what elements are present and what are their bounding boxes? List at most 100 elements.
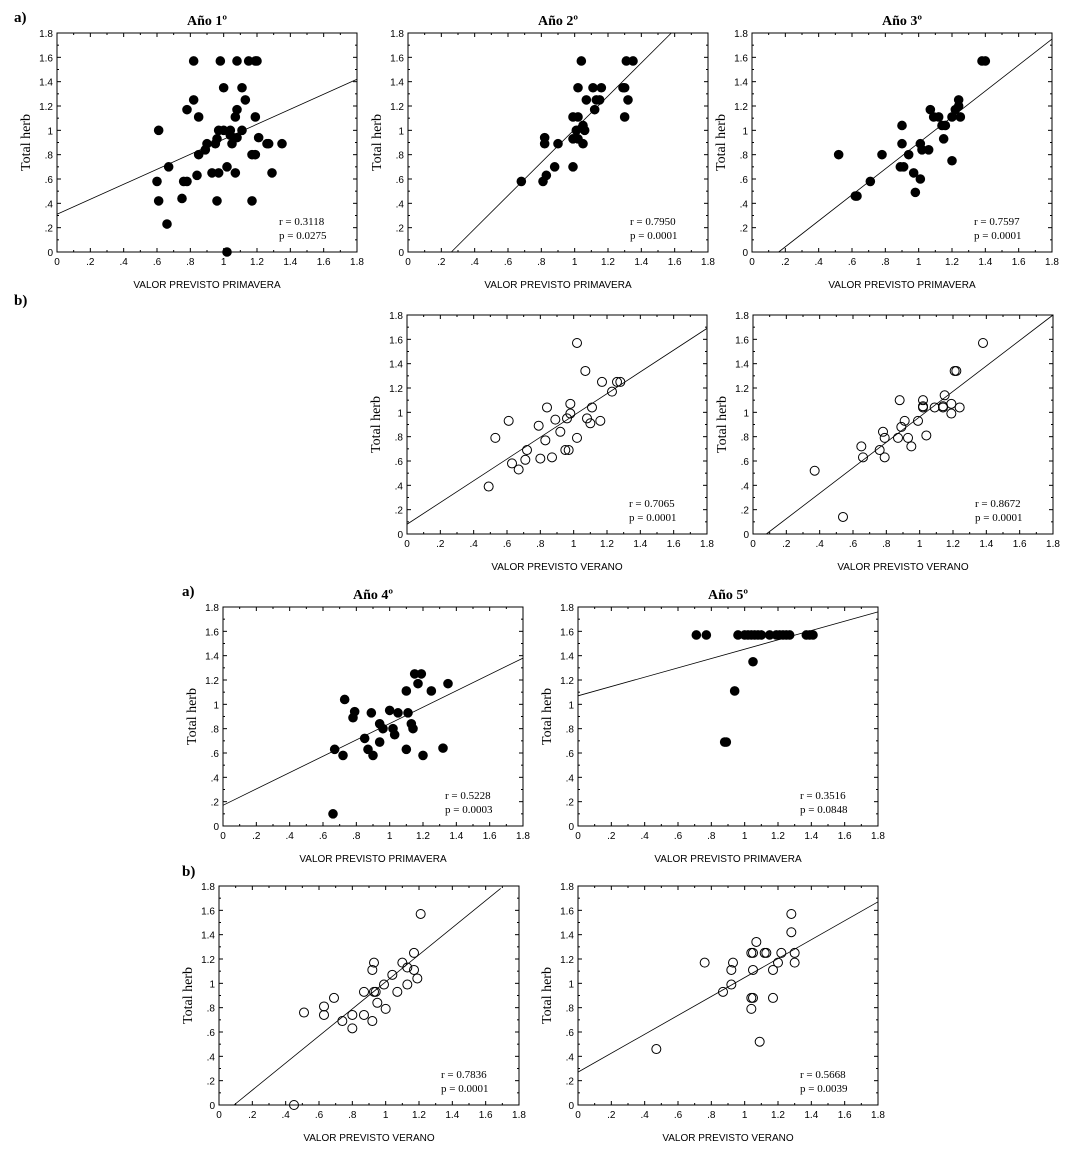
y-tick-label: 1 xyxy=(397,408,403,419)
y-tick-label: 1.8 xyxy=(39,29,53,40)
x-tick-label: .8 xyxy=(882,539,891,550)
data-point xyxy=(213,168,224,178)
x-tick-label: .8 xyxy=(707,831,716,842)
data-point xyxy=(403,708,413,718)
data-point xyxy=(915,174,926,184)
x-tick-label: .2 xyxy=(782,539,791,550)
x-tick-label: 1 xyxy=(221,257,227,268)
panel-label-b-top: b) xyxy=(14,293,27,309)
x-tick-label: 1 xyxy=(383,1110,389,1121)
data-point xyxy=(748,656,758,667)
y-axis-title: Total herb xyxy=(181,967,196,1024)
data-point xyxy=(153,196,164,206)
y-tick-label: 0 xyxy=(209,1101,215,1112)
x-axis-title: VALOR PREVISTO VERANO xyxy=(837,562,969,573)
data-point xyxy=(947,112,957,122)
data-point xyxy=(507,458,517,469)
scatter-chart-1: 00 .2 .2 .4 .4 .6 .6 .8 .8 1 1 1.2 1.2 1.4 1.4 1.6 1.6 1.… xyxy=(19,14,364,291)
data-point xyxy=(619,112,630,122)
data-point xyxy=(906,441,917,452)
y-tick-label: .8 xyxy=(566,725,575,736)
data-point xyxy=(215,56,226,66)
y-tick-label: 1.8 xyxy=(389,311,403,322)
data-point xyxy=(751,936,762,947)
r-value: r = 0.7597 xyxy=(974,216,1020,228)
x-tick-label: 1.6 xyxy=(483,831,497,842)
y-tick-label: .4 xyxy=(396,199,405,210)
data-point xyxy=(565,398,576,409)
y-tick-label: 1.6 xyxy=(205,627,219,638)
data-point xyxy=(980,56,991,66)
x-tick-label: 1.8 xyxy=(701,257,715,268)
data-point xyxy=(579,125,590,136)
x-tick-label: 1.6 xyxy=(667,539,681,550)
data-point xyxy=(809,465,820,476)
data-point xyxy=(250,149,261,160)
chart-title: Año 4º xyxy=(353,588,393,603)
data-point xyxy=(607,386,617,397)
data-point xyxy=(565,408,576,419)
y-tick-label: 1.2 xyxy=(389,384,403,395)
y-tick-label: .8 xyxy=(566,1004,575,1015)
data-point xyxy=(582,413,592,424)
y-tick-label: 0 xyxy=(568,1101,574,1112)
data-point xyxy=(918,401,928,412)
data-point xyxy=(808,630,818,640)
data-point xyxy=(513,464,524,475)
x-tick-label: 1.4 xyxy=(633,539,647,550)
y-tick-label: .4 xyxy=(207,1052,216,1063)
y-tick-label: 1 xyxy=(398,126,404,137)
data-point xyxy=(786,908,797,919)
y-tick-label: .2 xyxy=(566,798,575,809)
p-value: p = 0.0001 xyxy=(629,512,676,524)
x-tick-label: .6 xyxy=(849,539,858,550)
x-tick-label: 1.4 xyxy=(979,539,993,550)
x-tick-label: 1.8 xyxy=(350,257,364,268)
x-tick-label: .2 xyxy=(437,257,446,268)
r-value: r = 0.5668 xyxy=(800,1069,846,1081)
data-point xyxy=(746,1003,757,1014)
y-tick-label: 0 xyxy=(568,822,574,833)
y-tick-label: 0 xyxy=(47,248,53,259)
x-tick-label: 1.4 xyxy=(634,257,648,268)
y-tick-label: 1.2 xyxy=(560,676,574,687)
data-point xyxy=(563,445,574,456)
y-tick-label: .6 xyxy=(566,1028,575,1039)
y-tick-label: 0 xyxy=(742,248,748,259)
data-point xyxy=(555,426,566,437)
x-tick-label: .6 xyxy=(848,257,857,268)
scatter-chart-8: 00 .2 .2 .4 .4 .6 .6 .8 .8 1 1 1.2 1.2 1.4 1.4 1.6 1.6 1.… xyxy=(181,882,526,1144)
y-axis-title: Total herb xyxy=(715,396,730,453)
data-point xyxy=(541,170,552,181)
data-point xyxy=(581,95,592,105)
data-point xyxy=(776,947,787,958)
data-point xyxy=(366,708,377,718)
x-tick-label: 1.4 xyxy=(978,257,992,268)
data-point xyxy=(503,415,514,426)
data-point xyxy=(877,149,887,160)
data-point xyxy=(380,1003,391,1014)
data-point xyxy=(319,1001,329,1012)
x-tick-label: .4 xyxy=(815,539,824,550)
data-point xyxy=(838,511,848,522)
chart-title: Año 1º xyxy=(187,14,227,29)
data-point xyxy=(210,138,221,149)
p-value: p = 0.0001 xyxy=(441,1083,488,1095)
data-point xyxy=(222,247,232,257)
data-point xyxy=(374,737,385,747)
data-point xyxy=(401,744,412,755)
data-point xyxy=(222,162,232,172)
data-point xyxy=(951,365,962,376)
regression-line xyxy=(222,657,524,806)
data-point xyxy=(879,452,890,463)
data-point xyxy=(367,1016,378,1027)
data-point xyxy=(232,132,242,143)
x-tick-label: 1 xyxy=(916,257,922,268)
x-tick-label: 1.2 xyxy=(250,257,264,268)
y-tick-label: 1.8 xyxy=(201,882,215,893)
y-tick-label: 1 xyxy=(568,700,574,711)
data-point xyxy=(858,452,868,463)
data-point xyxy=(402,962,413,973)
data-point xyxy=(369,957,379,968)
x-tick-label: 1.6 xyxy=(668,257,682,268)
